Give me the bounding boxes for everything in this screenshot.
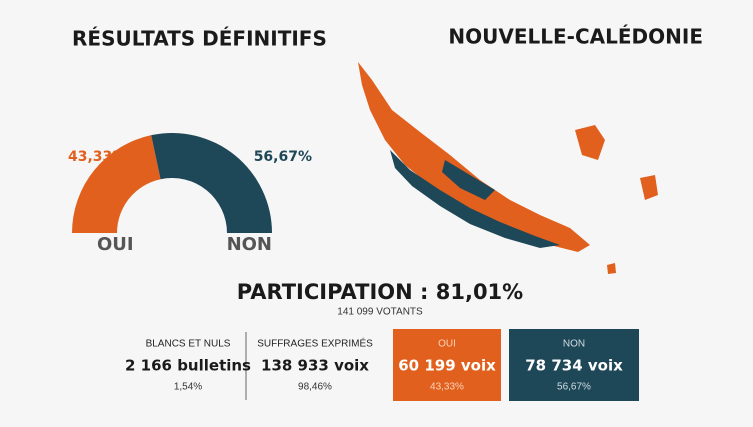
stat-count: 138 933 voix	[261, 357, 369, 375]
stat-share: 56,67%	[557, 382, 591, 393]
stat-box	[393, 329, 501, 401]
donut-segment	[72, 135, 161, 233]
map-island	[640, 175, 658, 200]
donut-segment	[151, 133, 272, 233]
value-label: 43,33%	[68, 149, 126, 165]
stat-count: 60 199 voix	[398, 357, 496, 375]
map-island	[575, 125, 605, 160]
category-label: OUI	[97, 234, 134, 255]
region: NOUVELLE-CALÉDONIE	[448, 25, 703, 49]
stat-share: 1,54%	[174, 382, 202, 393]
stat-share: 98,46%	[298, 382, 332, 393]
stat-label: BLANCS ET NULS	[146, 339, 231, 350]
stat-count: 2 166 bulletins	[125, 357, 251, 375]
stat-box	[509, 329, 639, 401]
value-label: 56,67%	[254, 149, 312, 165]
map-zone	[442, 160, 495, 200]
stat-label: SUFFRAGES EXPRIMÉS	[257, 337, 373, 350]
stat-label: OUI	[438, 339, 456, 350]
chart-title: RÉSULTATS DÉFINITIFS	[72, 27, 327, 51]
map-island	[607, 263, 616, 274]
participation: PARTICIPATION : 81,01%	[237, 280, 523, 304]
stat-label: NON	[563, 339, 585, 350]
map	[358, 62, 658, 274]
map-mainland	[358, 62, 590, 252]
stat-count: 78 734 voix	[525, 357, 623, 375]
category-label: NON	[227, 234, 272, 255]
stat-share: 43,33%	[430, 382, 464, 393]
votants: 141 099 VOTANTS	[337, 307, 423, 318]
